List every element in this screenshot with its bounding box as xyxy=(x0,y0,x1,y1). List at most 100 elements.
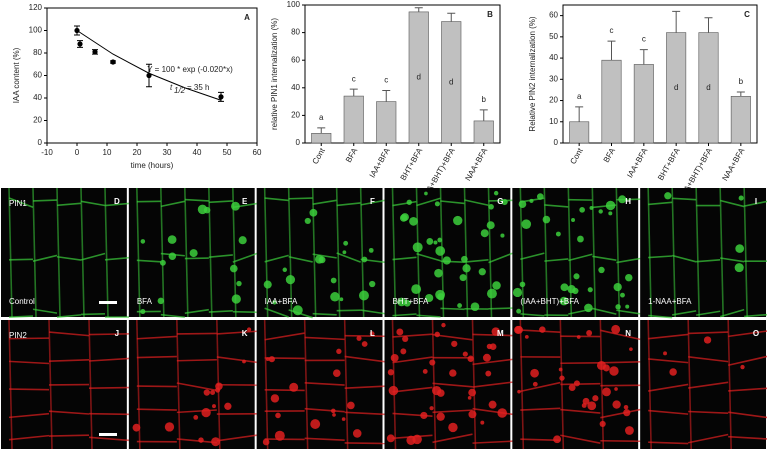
bfa-body xyxy=(515,326,523,334)
bfa-body xyxy=(735,244,744,253)
bfa-body xyxy=(420,412,427,419)
bfa-body xyxy=(275,431,285,441)
error-bar xyxy=(705,18,713,33)
bfa-body xyxy=(333,369,341,377)
cell-wall xyxy=(233,312,257,313)
y-tick-label: 80 xyxy=(33,48,42,57)
bfa-body xyxy=(589,206,593,210)
y-tick-label: 60 xyxy=(291,55,300,64)
bfa-body xyxy=(332,413,336,417)
panel-letter: G xyxy=(497,197,503,206)
bfa-body xyxy=(158,298,165,305)
bfa-body xyxy=(429,359,435,365)
bfa-body xyxy=(629,347,633,351)
y-tick-label: 30 xyxy=(549,74,558,83)
cell-wall xyxy=(89,414,129,415)
treatment-caption: Control xyxy=(9,297,35,306)
bfa-body xyxy=(140,309,145,314)
bfa-body xyxy=(212,404,216,408)
bfa-body xyxy=(592,395,598,401)
bfa-body xyxy=(612,400,620,408)
panel-label: B xyxy=(487,10,493,19)
bar xyxy=(377,102,397,143)
significance-letter: b xyxy=(482,95,487,104)
cell-wall xyxy=(81,314,105,315)
bfa-body xyxy=(236,281,241,286)
bfa-body xyxy=(556,232,561,237)
panel-letter: O xyxy=(753,329,759,338)
significance-letter: a xyxy=(319,113,324,122)
bfa-body xyxy=(448,423,457,432)
bfa-body xyxy=(481,229,489,237)
bfa-body xyxy=(230,265,238,273)
bfa-body xyxy=(402,336,408,342)
y-tick-label: 0 xyxy=(38,138,43,147)
error-bar xyxy=(575,107,583,122)
bfa-body xyxy=(165,422,174,431)
bfa-body xyxy=(624,405,629,410)
bfa-body xyxy=(602,388,611,397)
bfa-body xyxy=(400,348,406,354)
error-bar xyxy=(382,91,390,102)
x-tick-label: 50 xyxy=(223,148,232,157)
significance-letter: c xyxy=(610,26,614,35)
bfa-body xyxy=(537,193,544,200)
x-tick-label: BFA xyxy=(602,146,618,164)
cell-wall xyxy=(33,200,57,201)
bfa-body xyxy=(488,204,494,210)
bfa-body xyxy=(133,424,141,432)
bfa-body xyxy=(462,264,470,272)
bfa-body xyxy=(247,327,251,331)
bfa-body xyxy=(289,383,298,392)
significance-letter: d xyxy=(449,77,453,86)
bfa-body xyxy=(434,269,443,278)
bfa-body xyxy=(584,304,593,313)
bfa-body xyxy=(567,285,575,293)
bfa-body xyxy=(663,351,667,355)
bfa-body xyxy=(271,394,279,402)
cell-wall xyxy=(49,435,89,436)
x-tick-label: IAA+BFA xyxy=(368,146,392,179)
bar xyxy=(602,60,621,143)
bfa-body xyxy=(598,209,602,213)
bfa-body xyxy=(735,263,744,272)
bfa-body xyxy=(343,241,348,246)
panel-label: A xyxy=(244,13,250,22)
bfa-body xyxy=(331,409,336,414)
bfa-body xyxy=(339,297,343,301)
bfa-body xyxy=(436,412,444,420)
bfa-body xyxy=(396,329,403,336)
bfa-body xyxy=(423,369,428,374)
bar xyxy=(634,64,653,143)
x-tick-label: 0 xyxy=(75,148,80,157)
panel-letter: F xyxy=(370,197,375,206)
bfa-body xyxy=(614,283,622,291)
cell-wall xyxy=(185,258,209,259)
bfa-body xyxy=(389,386,399,396)
bfa-body xyxy=(437,238,442,243)
cell-wall xyxy=(137,386,177,387)
bfa-body xyxy=(664,192,671,199)
y-axis-label: IAA content (%) xyxy=(12,47,21,103)
significance-letter: c xyxy=(352,74,356,83)
bfa-body xyxy=(608,211,612,215)
y-tick-label: 80 xyxy=(291,28,300,37)
bfa-body xyxy=(525,335,529,339)
bfa-body xyxy=(400,214,407,221)
bfa-body xyxy=(453,216,462,225)
row-label: PIN1 xyxy=(9,199,27,208)
y-tick-label: 20 xyxy=(549,96,558,105)
panel-letter: I xyxy=(755,197,757,206)
bar xyxy=(344,96,364,143)
significance-letter: c xyxy=(384,76,388,85)
bfa-body xyxy=(391,354,399,362)
data-point xyxy=(110,59,115,64)
bfa-body xyxy=(615,304,620,309)
treatment-caption: 1-NAA+BFA xyxy=(648,297,692,306)
data-point xyxy=(218,94,223,99)
bfa-body xyxy=(529,199,533,203)
bfa-body xyxy=(435,246,445,256)
bfa-body xyxy=(533,382,538,387)
bfa-body xyxy=(625,426,634,435)
